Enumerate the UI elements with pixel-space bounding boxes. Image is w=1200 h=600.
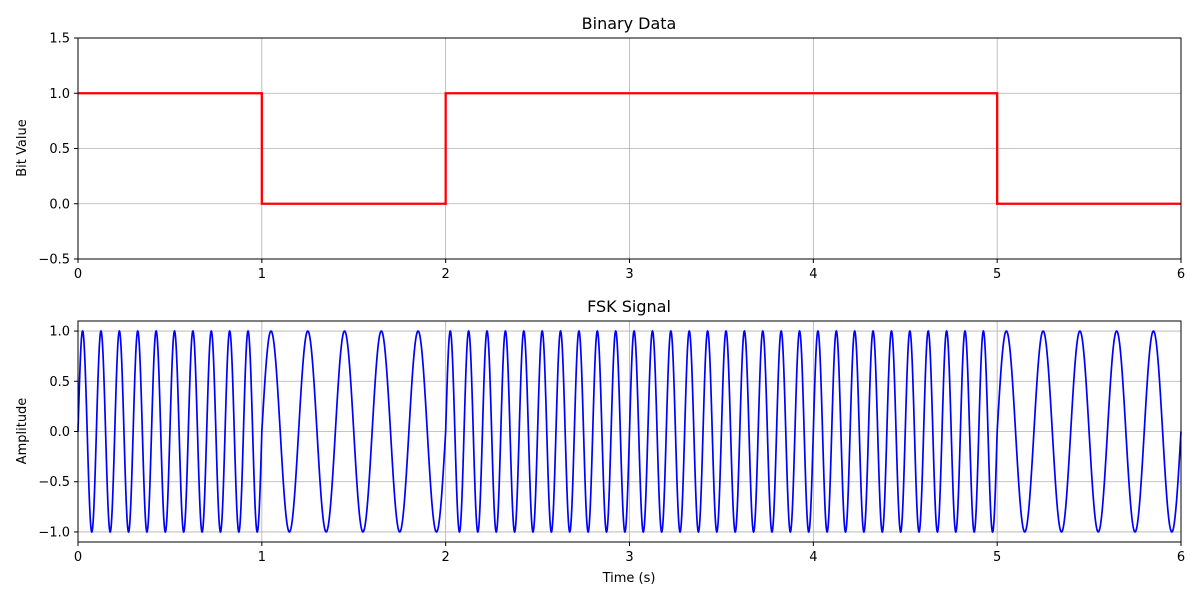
fsk-signal-xtick-label: 0 (74, 550, 82, 565)
binary-data-ytick-label: −0.5 (38, 253, 70, 268)
binary-data-xtick-label: 2 (442, 267, 450, 282)
binary-data-xtick-label: 0 (74, 267, 82, 282)
fsk-signal-panel: FSK Signal 0 1 2 3 4 5 6 −1.0 −0.5 0.0 0.5 1.0 Ampl… (15, 297, 1185, 586)
binary-data-ytick-label: 1.0 (49, 87, 70, 102)
fsk-signal-xtick-label: 1 (258, 550, 266, 565)
binary-data-xtick-label: 6 (1177, 267, 1185, 282)
binary-data-xtick-label: 4 (809, 267, 817, 282)
fsk-signal-title: FSK Signal (587, 297, 671, 316)
fsk-signal-xtick-label: 2 (442, 550, 450, 565)
binary-data-ytick-label: 0.5 (49, 142, 70, 157)
fsk-signal-xtick-label: 5 (993, 550, 1001, 565)
binary-data-ticks: 0 1 2 3 4 5 6 −0.5 0.0 0.5 1.0 1.5 (38, 32, 1185, 283)
binary-data-plot (78, 92, 1181, 205)
fsk-signal-ytick-label: 0.5 (49, 375, 70, 390)
binary-data-title: Binary Data (582, 14, 677, 33)
fsk-signal-series-line (77, 329, 1182, 534)
fsk-signal-ytick-label: 1.0 (49, 325, 70, 340)
binary-data-ytick-label: 1.5 (49, 32, 70, 47)
fsk-signal-ylabel: Amplitude (15, 398, 30, 465)
fsk-signal-xtick-label: 3 (625, 550, 633, 565)
fsk-signal-xtick-label: 4 (809, 550, 817, 565)
binary-data-xtick-label: 3 (625, 267, 633, 282)
binary-data-ytick-label: 0.0 (49, 197, 70, 212)
fsk-signal-ytick-label: −0.5 (38, 475, 70, 490)
fsk-signal-ytick-label: −1.0 (38, 525, 70, 540)
binary-data-ylabel: Bit Value (15, 119, 30, 176)
binary-data-xtick-label: 1 (258, 267, 266, 282)
binary-data-xtick-label: 5 (993, 267, 1001, 282)
fsk-signal-ytick-label: 0.0 (49, 425, 70, 440)
binary-data-grid (77, 37, 1182, 260)
fsk-signal-ticks: 0 1 2 3 4 5 6 −1.0 −0.5 0.0 0.5 1.0 (38, 325, 1185, 565)
fsk-signal-plot (77, 329, 1182, 534)
binary-data-panel: Binary Data 0 1 2 3 4 5 6 −0.5 0.0 0.5 1.0 1.5 Bit … (15, 14, 1185, 282)
fsk-signal-xtick-label: 6 (1177, 550, 1185, 565)
binary-data-series-line (78, 92, 1181, 205)
fsk-signal-xlabel: Time (s) (602, 571, 656, 586)
